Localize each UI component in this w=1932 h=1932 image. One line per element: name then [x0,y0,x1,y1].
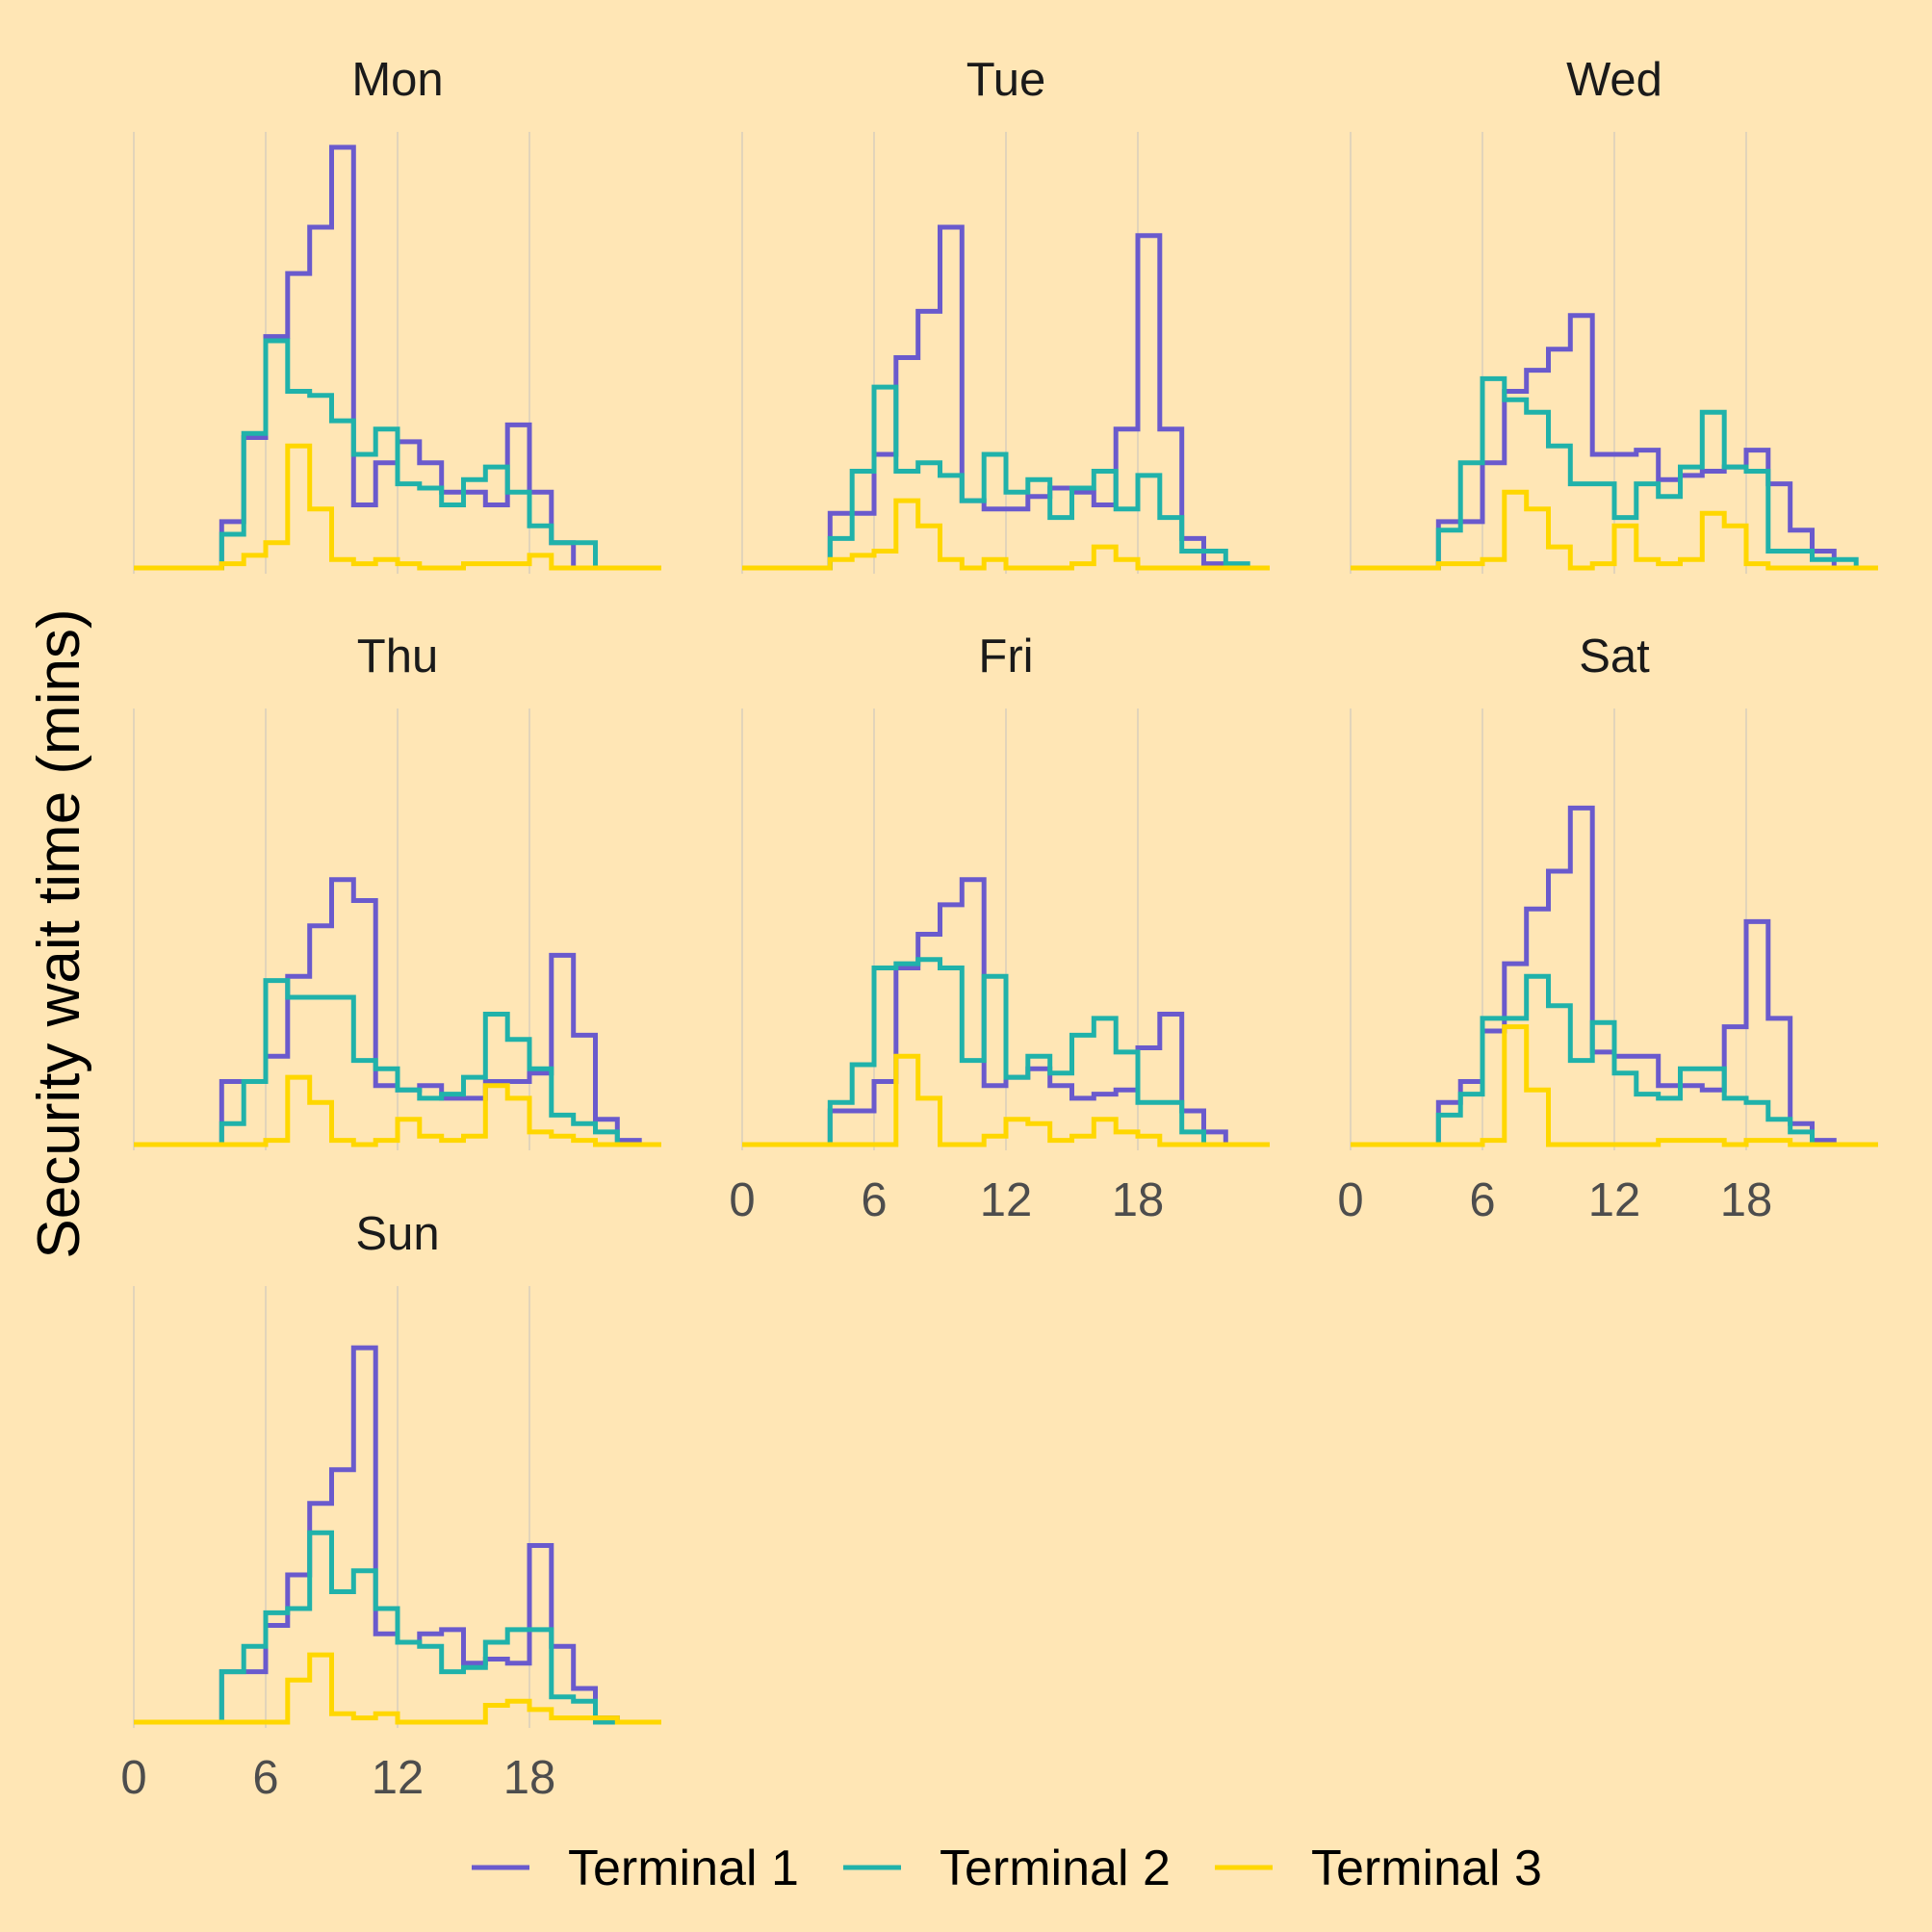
x-tick-label: 6 [1469,1174,1495,1226]
x-tick-label: 12 [1588,1174,1641,1226]
facet-title: Mon [351,54,443,106]
facet-panel-tue: Tue [741,54,1270,574]
legend: Terminal 1 Terminal 2 Terminal 3 [472,1841,1542,1896]
series-line-terminal-3 [134,1074,661,1147]
series-line-terminal-2 [742,384,1270,571]
x-tick-label: 6 [861,1174,887,1226]
legend-item-terminal-3: Terminal 3 [1215,1841,1542,1896]
series-line-terminal-3 [742,498,1270,571]
series-line-terminal-1 [742,224,1270,571]
series-line-terminal-3 [1351,1024,1878,1147]
series-line-terminal-3 [1351,489,1878,571]
facet-panel-fri: Fri 0 6 12 18 [729,631,1270,1226]
x-tick-label: 18 [1720,1174,1773,1226]
x-tick-label: 6 [252,1752,278,1804]
legend-label: Terminal 3 [1311,1841,1542,1896]
facet-panel-wed: Wed [1350,54,1878,574]
series-line-terminal-2 [134,338,661,571]
legend-item-terminal-2: Terminal 2 [843,1841,1171,1896]
x-tick-label: 12 [980,1174,1033,1226]
series-line-terminal-3 [134,443,661,571]
series-line-terminal-2 [742,957,1270,1147]
facet-title: Tue [966,54,1046,106]
facet-title: Sun [355,1208,439,1260]
facet-panel-thu: Thu [133,631,661,1150]
series-line-terminal-2 [1351,375,1878,571]
x-tick-label: 18 [503,1752,556,1804]
legend-label: Terminal 1 [568,1841,799,1896]
facet-title: Thu [357,631,438,683]
facet-panels: Mon Tue Wed Thu Fri 0 6 12 18 Sat 0 6 12 18 Sun 0 6 12 18 [120,54,1878,1804]
x-tick-label: 18 [1112,1174,1165,1226]
facet-title: Fri [978,631,1033,683]
legend-item-terminal-1: Terminal 1 [472,1841,799,1896]
facet-title: Sat [1579,631,1650,683]
x-tick-label: 0 [120,1752,146,1804]
series-line-terminal-1 [1351,313,1878,571]
facet-title: Wed [1566,54,1662,106]
series-line-terminal-2 [1351,973,1878,1147]
facet-panel-sat: Sat 0 6 12 18 [1337,631,1878,1226]
series-line-terminal-2 [134,1530,661,1725]
facet-panel-mon: Mon [133,54,661,574]
x-tick-label: 0 [729,1174,755,1226]
facet-panel-sun: Sun 0 6 12 18 [120,1208,661,1804]
x-tick-label: 12 [372,1752,425,1804]
y-axis-title: Security wait time (mins) [26,608,92,1258]
series-line-terminal-3 [134,1652,661,1725]
series-line-terminal-3 [742,1053,1270,1147]
x-tick-label: 0 [1337,1174,1363,1226]
series-line-terminal-2 [134,978,661,1147]
legend-label: Terminal 2 [940,1841,1171,1896]
